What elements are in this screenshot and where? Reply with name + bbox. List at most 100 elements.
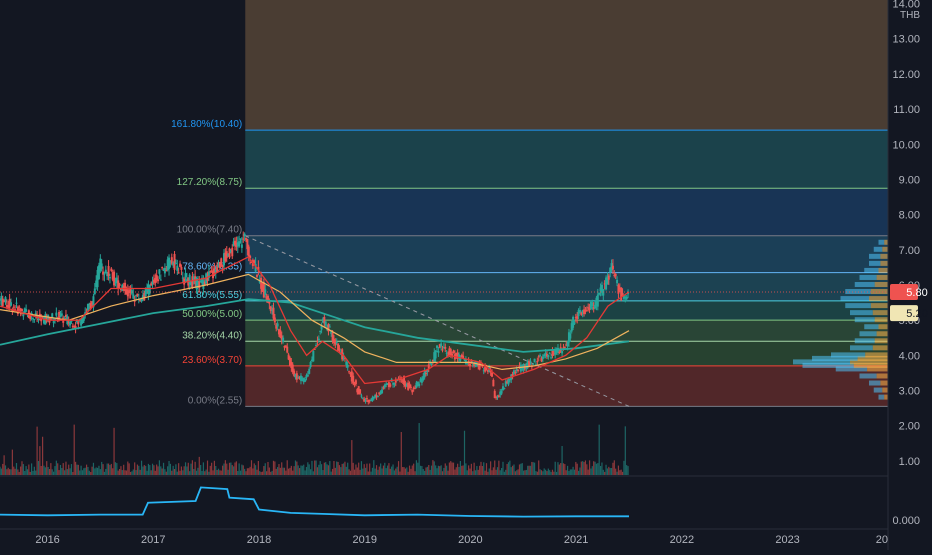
candle-body (411, 389, 414, 393)
candle-body (143, 293, 146, 301)
volume-bar (473, 462, 475, 475)
volume-bar (452, 462, 455, 475)
candle-body (305, 375, 308, 378)
candle-body (228, 248, 231, 258)
volume-bar (621, 471, 624, 475)
volume-bar (134, 462, 136, 475)
volume-bar (204, 471, 206, 475)
volume-bar (217, 468, 220, 475)
candle-body (503, 388, 506, 390)
volume-bar (117, 470, 119, 475)
candle-body (405, 384, 408, 387)
candle-body (243, 233, 246, 237)
volume-bar (278, 464, 280, 475)
volume-bar (87, 466, 89, 475)
volume-bar (176, 471, 178, 475)
marker-price-badge (890, 305, 918, 322)
volume-bar (395, 468, 397, 475)
volume-bar (487, 471, 489, 475)
volume-bar (316, 467, 319, 475)
fib-zone (245, 320, 888, 342)
candle-body (114, 282, 117, 284)
fib-zone-top (245, 0, 888, 131)
volume-bar (2, 463, 4, 475)
candle-body (434, 350, 437, 359)
volume-bar (481, 466, 483, 475)
volume-bar (377, 469, 379, 475)
y-tick-label: 12.00 (892, 69, 920, 81)
candle-body (132, 294, 135, 299)
volume-bar (331, 468, 334, 475)
volume-profile-bar (864, 324, 879, 330)
volume-profile-bar (873, 387, 883, 393)
candle-body (583, 309, 586, 315)
candle-body (438, 344, 441, 348)
candle-body (152, 279, 155, 283)
volume-bar (15, 463, 18, 475)
volume-bar (356, 467, 358, 475)
candle-body (60, 313, 63, 316)
candle-body (550, 357, 553, 359)
volume-bar (13, 466, 15, 475)
candle-body (569, 333, 572, 339)
volume-bar (330, 471, 332, 475)
candle-body (536, 360, 539, 363)
candle-body (367, 400, 370, 403)
volume-bar (583, 462, 585, 475)
volume-bar (353, 469, 356, 475)
candle-body (407, 382, 410, 390)
volume-bar (502, 461, 504, 475)
volume-bar (136, 464, 139, 475)
candle-body (440, 343, 443, 347)
candle-body (53, 318, 56, 320)
fib-zone (245, 130, 888, 189)
volume-bar (503, 471, 505, 475)
volume-profile (793, 239, 888, 400)
candle-body (140, 297, 143, 302)
volume-bar (121, 470, 123, 475)
volume-bar (325, 462, 327, 475)
volume-profile-bar (872, 310, 888, 316)
volume-bar (245, 471, 247, 475)
candle-body (585, 310, 588, 312)
volume-bar (410, 468, 412, 475)
fib-level-label: 50.00%(5.00) (182, 309, 242, 320)
candle-body (558, 351, 561, 353)
volume-bar (149, 465, 151, 475)
candle-body (606, 277, 609, 285)
volume-bar (421, 466, 423, 475)
fib-zone (245, 272, 888, 301)
candle-body (570, 323, 573, 332)
volume-bar (261, 471, 264, 475)
candle-body (611, 265, 614, 270)
fibonacci-zones (245, 0, 888, 407)
volume-bar (145, 465, 147, 475)
volume-bar (156, 464, 158, 475)
volume-bar (429, 469, 431, 475)
volume-bar (250, 460, 253, 475)
candle-body (350, 371, 353, 382)
candle-body (392, 383, 395, 385)
volume-bar (468, 465, 470, 475)
candle-body (501, 386, 504, 391)
candle-body (81, 318, 84, 324)
candle-body (229, 250, 232, 253)
candle-body (288, 357, 291, 366)
volume-bar (531, 461, 533, 475)
volume-bar (480, 461, 482, 475)
volume-bar (37, 461, 40, 475)
volume-bar (558, 464, 560, 475)
volume-bar (267, 461, 269, 475)
volume-bar (407, 471, 409, 475)
candle-body (91, 301, 94, 304)
candle-body (266, 295, 269, 303)
candle-body (426, 369, 429, 373)
volume-bar (627, 466, 629, 475)
volume-bar (551, 469, 554, 475)
candle-body (598, 292, 601, 295)
candle-body (313, 348, 316, 350)
volume-bar (14, 468, 16, 475)
volume-bar (428, 464, 430, 475)
